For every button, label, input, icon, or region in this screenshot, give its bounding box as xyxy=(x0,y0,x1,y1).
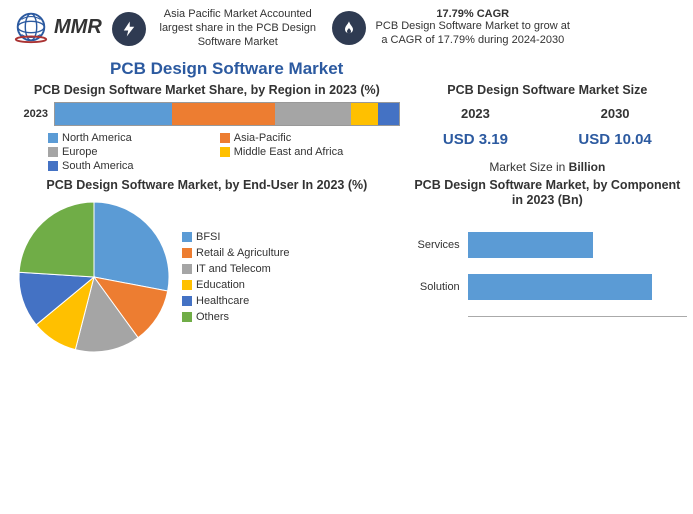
enduser-legend-item: Others xyxy=(182,311,290,323)
fact-region: Asia Pacific Market Accounted largest sh… xyxy=(112,8,322,49)
market-size-year-1: 2030 xyxy=(578,106,651,121)
fact-cagr: 17.79% CAGR PCB Design Software Market t… xyxy=(332,8,572,48)
market-size-value-1: USD 10.04 xyxy=(578,131,651,148)
component-bar-label: Solution xyxy=(408,281,460,293)
region-chart: PCB Design Software Market Share, by Reg… xyxy=(14,83,400,174)
region-legend-item: Middle East and Africa xyxy=(220,146,382,158)
legend-label: Healthcare xyxy=(196,295,249,307)
legend-swatch xyxy=(48,147,58,157)
legend-swatch xyxy=(182,280,192,290)
page-title: PCB Design Software Market xyxy=(0,53,693,81)
region-bar-ylabel: 2023 xyxy=(14,108,48,120)
enduser-legend-item: IT and Telecom xyxy=(182,263,290,275)
enduser-legend-item: BFSI xyxy=(182,231,290,243)
region-legend-item: North America xyxy=(48,132,210,144)
component-bars: Services Solution xyxy=(408,212,687,300)
market-size-col-0: 2023 USD 3.19 xyxy=(443,106,508,148)
market-size-title: PCB Design Software Market Size xyxy=(408,83,687,98)
legend-swatch xyxy=(48,133,58,143)
flame-icon xyxy=(332,11,366,45)
region-seg-south-america xyxy=(378,103,399,125)
legend-label: Retail & Agriculture xyxy=(196,247,290,259)
enduser-pie xyxy=(14,197,174,357)
fact-cagr-head: 17.79% CAGR xyxy=(374,8,572,20)
market-size-footnote: Market Size in Billion xyxy=(408,160,687,174)
legend-swatch xyxy=(182,248,192,258)
legend-label: South America xyxy=(62,160,134,172)
region-legend: North America Asia-Pacific Europe Middle Ea… xyxy=(14,132,400,172)
component-bar-track xyxy=(468,274,681,300)
market-size-foot-prefix: Market Size in xyxy=(489,160,568,174)
region-chart-title: PCB Design Software Market Share, by Reg… xyxy=(14,83,400,98)
globe-icon xyxy=(12,8,50,46)
component-bar-row: Services xyxy=(408,232,681,258)
legend-label: Middle East and Africa xyxy=(234,146,343,158)
legend-label: North America xyxy=(62,132,132,144)
fact-cagr-text: PCB Design Software Market to grow at a … xyxy=(374,20,572,48)
enduser-pie-wrap: BFSI Retail & Agriculture IT and Telecom Ed… xyxy=(14,197,400,357)
region-seg-europe xyxy=(275,103,351,125)
component-bar-label: Services xyxy=(408,239,460,251)
pie-slice-bfsi xyxy=(94,202,169,291)
pie-slice-others xyxy=(19,202,94,277)
component-chart: PCB Design Software Market, by Component… xyxy=(408,178,687,357)
region-seg-middle-east-and-africa xyxy=(351,103,378,125)
region-legend-item: South America xyxy=(48,160,210,172)
header: MMR Asia Pacific Market Accounted larges… xyxy=(0,0,693,53)
legend-swatch xyxy=(182,232,192,242)
enduser-legend-item: Retail & Agriculture xyxy=(182,247,290,259)
component-bar-fill xyxy=(468,232,593,258)
region-seg-north-america xyxy=(55,103,172,125)
logo: MMR xyxy=(12,8,102,46)
fact-cagr-block: 17.79% CAGR PCB Design Software Market t… xyxy=(374,8,572,48)
legend-label: IT and Telecom xyxy=(196,263,271,275)
enduser-chart-title: PCB Design Software Market, by End-User … xyxy=(14,178,400,193)
market-size-col-1: 2030 USD 10.04 xyxy=(578,106,651,148)
enduser-legend: BFSI Retail & Agriculture IT and Telecom Ed… xyxy=(182,231,290,323)
legend-swatch xyxy=(220,133,230,143)
market-size-value-0: USD 3.19 xyxy=(443,131,508,148)
region-legend-item: Europe xyxy=(48,146,210,158)
enduser-legend-item: Education xyxy=(182,279,290,291)
legend-swatch xyxy=(182,312,192,322)
region-legend-item: Asia-Pacific xyxy=(220,132,382,144)
region-seg-asia-pacific xyxy=(172,103,275,125)
region-bar-wrap: 2023 xyxy=(14,102,400,126)
component-bar-track xyxy=(468,232,681,258)
legend-label: Education xyxy=(196,279,245,291)
market-size-year-0: 2023 xyxy=(443,106,508,121)
charts-grid: PCB Design Software Market Share, by Reg… xyxy=(0,81,693,365)
legend-swatch xyxy=(182,296,192,306)
enduser-legend-item: Healthcare xyxy=(182,295,290,307)
fact-region-text: Asia Pacific Market Accounted largest sh… xyxy=(154,8,322,49)
component-bar-fill xyxy=(468,274,652,300)
logo-text: MMR xyxy=(54,16,102,39)
market-size-columns: 2023 USD 3.19 2030 USD 10.04 xyxy=(408,106,687,148)
legend-swatch xyxy=(48,161,58,171)
legend-swatch xyxy=(182,264,192,274)
legend-label: BFSI xyxy=(196,231,220,243)
legend-label: Asia-Pacific xyxy=(234,132,291,144)
component-chart-title: PCB Design Software Market, by Component… xyxy=(408,178,687,208)
component-bar-row: Solution xyxy=(408,274,681,300)
legend-swatch xyxy=(220,147,230,157)
market-size-foot-bold: Billion xyxy=(569,160,606,174)
component-axis xyxy=(468,316,687,317)
enduser-chart: PCB Design Software Market, by End-User … xyxy=(14,178,400,357)
bolt-icon xyxy=(112,12,146,46)
legend-label: Others xyxy=(196,311,229,323)
legend-label: Europe xyxy=(62,146,97,158)
market-size-panel: PCB Design Software Market Size 2023 USD… xyxy=(408,83,687,174)
region-bar xyxy=(54,102,400,126)
